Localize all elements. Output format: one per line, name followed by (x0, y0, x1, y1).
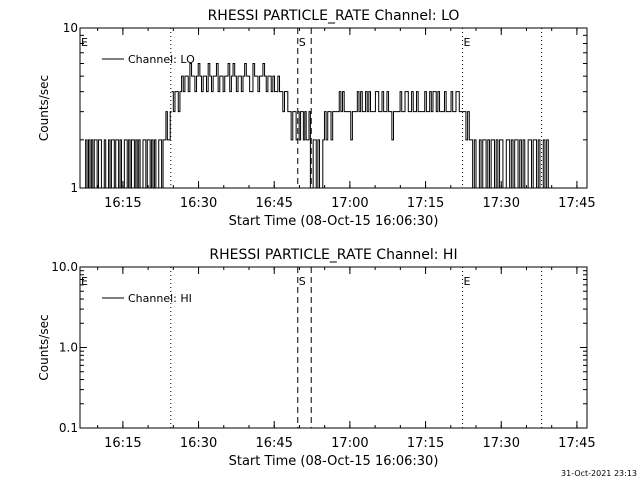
x-tick-label: 17:15 (407, 436, 444, 451)
series-line-segment (314, 91, 463, 189)
x-axis-label-lo: Start Time (08-Oct-15 16:06:30) (229, 214, 439, 229)
panel-lo: RHESSI PARTICLE_RATE Channel: LO Counts/… (37, 8, 596, 229)
x-tick-label: 17:45 (558, 196, 595, 211)
series-line-segment (462, 111, 542, 189)
x-tick-label: 17:45 (558, 436, 595, 451)
series-line-segment (541, 139, 552, 189)
x-tick-label: 16:45 (255, 436, 292, 451)
x-tick-label: 16:30 (180, 196, 217, 211)
panel-hi: RHESSI PARTICLE_RATE Channel: HI Counts/… (37, 247, 596, 469)
x-tick-label: 16:30 (180, 436, 217, 451)
marker-label: E (81, 275, 88, 288)
series-line-segment (297, 111, 315, 189)
x-tick-label: 17:30 (483, 196, 520, 211)
y-tick-label: 1 (70, 181, 78, 195)
marker-label: E (81, 36, 88, 49)
chart-title-hi: RHESSI PARTICLE_RATE Channel: HI (209, 247, 457, 263)
y-tick-label: 10.0 (51, 260, 78, 274)
legend-entry-lo: Channel: LO (128, 53, 195, 66)
x-tick-label: 17:30 (483, 436, 520, 451)
x-tick-label: 16:15 (104, 196, 141, 211)
x-tick-label: 17:00 (331, 436, 368, 451)
y-tick-label: 10 (63, 21, 78, 35)
x-axis-label-hi: Start Time (08-Oct-15 16:06:30) (229, 454, 439, 469)
x-tick-label: 17:00 (331, 196, 368, 211)
series-line-segment (171, 63, 298, 141)
chart-title-lo: RHESSI PARTICLE_RATE Channel: LO (208, 8, 460, 24)
footer-timestamp: 31-Oct-2021 23:13 (561, 469, 637, 478)
y-axis-label-lo: Counts/sec (37, 75, 51, 141)
marker-label: S (299, 36, 306, 49)
y-tick-label: 1.0 (59, 341, 78, 355)
y-axis-label-hi: Counts/sec (37, 314, 51, 380)
legend-lo: Channel: LO (102, 53, 195, 66)
axis-ticks-hi: 16:15 16:30 16:45 17:00 17:15 17:30 17:45 0.1 1.… (51, 260, 595, 451)
x-tick-label: 17:15 (407, 196, 444, 211)
legend-hi: Channel: HI (102, 292, 192, 305)
series-line-segment (84, 111, 172, 189)
y-tick-label: 0.1 (59, 421, 78, 435)
legend-entry-hi: Channel: HI (128, 292, 192, 305)
axis-ticks-lo: 16:15 16:30 16:45 17:00 17:15 17:30 17:45 1 10 (63, 21, 596, 211)
x-tick-label: 16:45 (255, 196, 292, 211)
marker-label: S (299, 275, 306, 288)
x-tick-label: 16:15 (104, 436, 141, 451)
marker-label: E (464, 36, 471, 49)
series-group-lo (84, 63, 552, 189)
marker-label: E (464, 275, 471, 288)
